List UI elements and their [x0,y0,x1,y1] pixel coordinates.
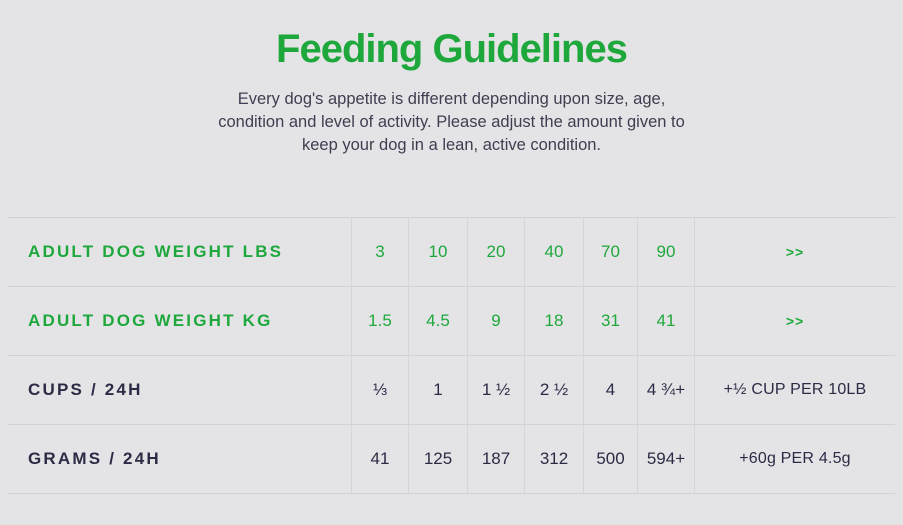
cell-value: 31 [583,287,637,355]
cell-value: 4 [583,356,637,424]
table-row-weight-kg: ADULT DOG WEIGHT KG 1.5 4.5 9 18 31 41 >… [8,287,895,356]
cell-value: 312 [524,425,583,493]
cell-value: 18 [524,287,583,355]
row-label-cups: CUPS / 24H [28,380,143,399]
scroll-more-indicator[interactable]: >> [785,313,805,329]
cell-value: 10 [408,218,467,286]
cell-value: 4 ¾+ [637,356,694,424]
cell-extra-note: +½ CUP PER 10LB [694,356,895,424]
cell-value: 41 [351,425,408,493]
cell-value: 500 [583,425,637,493]
table-row-cups-24h: CUPS / 24H ⅓ 1 1 ½ 2 ½ 4 4 ¾+ +½ CUP PER… [8,356,895,425]
scroll-more-indicator[interactable]: >> [785,244,805,260]
table-row-weight-lbs: ADULT DOG WEIGHT LBS 3 10 20 40 70 90 >> [8,218,895,287]
page-description: Every dog's appetite is different depend… [218,90,685,154]
table-row-grams-24h: GRAMS / 24H 41 125 187 312 500 594+ +60g… [8,425,895,494]
row-label-weight-lbs: ADULT DOG WEIGHT LBS [28,242,284,261]
row-label-weight-kg: ADULT DOG WEIGHT KG [28,311,273,330]
page-title: Feeding Guidelines [276,27,628,71]
row-label-grams: GRAMS / 24H [28,449,161,468]
cell-value: 9 [467,287,524,355]
cell-value: 594+ [637,425,694,493]
cell-value: 1.5 [351,287,408,355]
cell-value: 3 [351,218,408,286]
cell-value: 2 ½ [524,356,583,424]
cell-value: 187 [467,425,524,493]
cell-value: 125 [408,425,467,493]
cell-value: 1 [408,356,467,424]
cell-value: 70 [583,218,637,286]
cell-value: 90 [637,218,694,286]
cell-extra-note: +60g PER 4.5g [694,425,895,493]
cell-value: 41 [637,287,694,355]
feeding-guidelines-table: ADULT DOG WEIGHT LBS 3 10 20 40 70 90 >>… [8,217,895,494]
cell-value: 4.5 [408,287,467,355]
cell-value: ⅓ [351,356,408,424]
cell-value: 40 [524,218,583,286]
cell-value: 20 [467,218,524,286]
cell-value: 1 ½ [467,356,524,424]
